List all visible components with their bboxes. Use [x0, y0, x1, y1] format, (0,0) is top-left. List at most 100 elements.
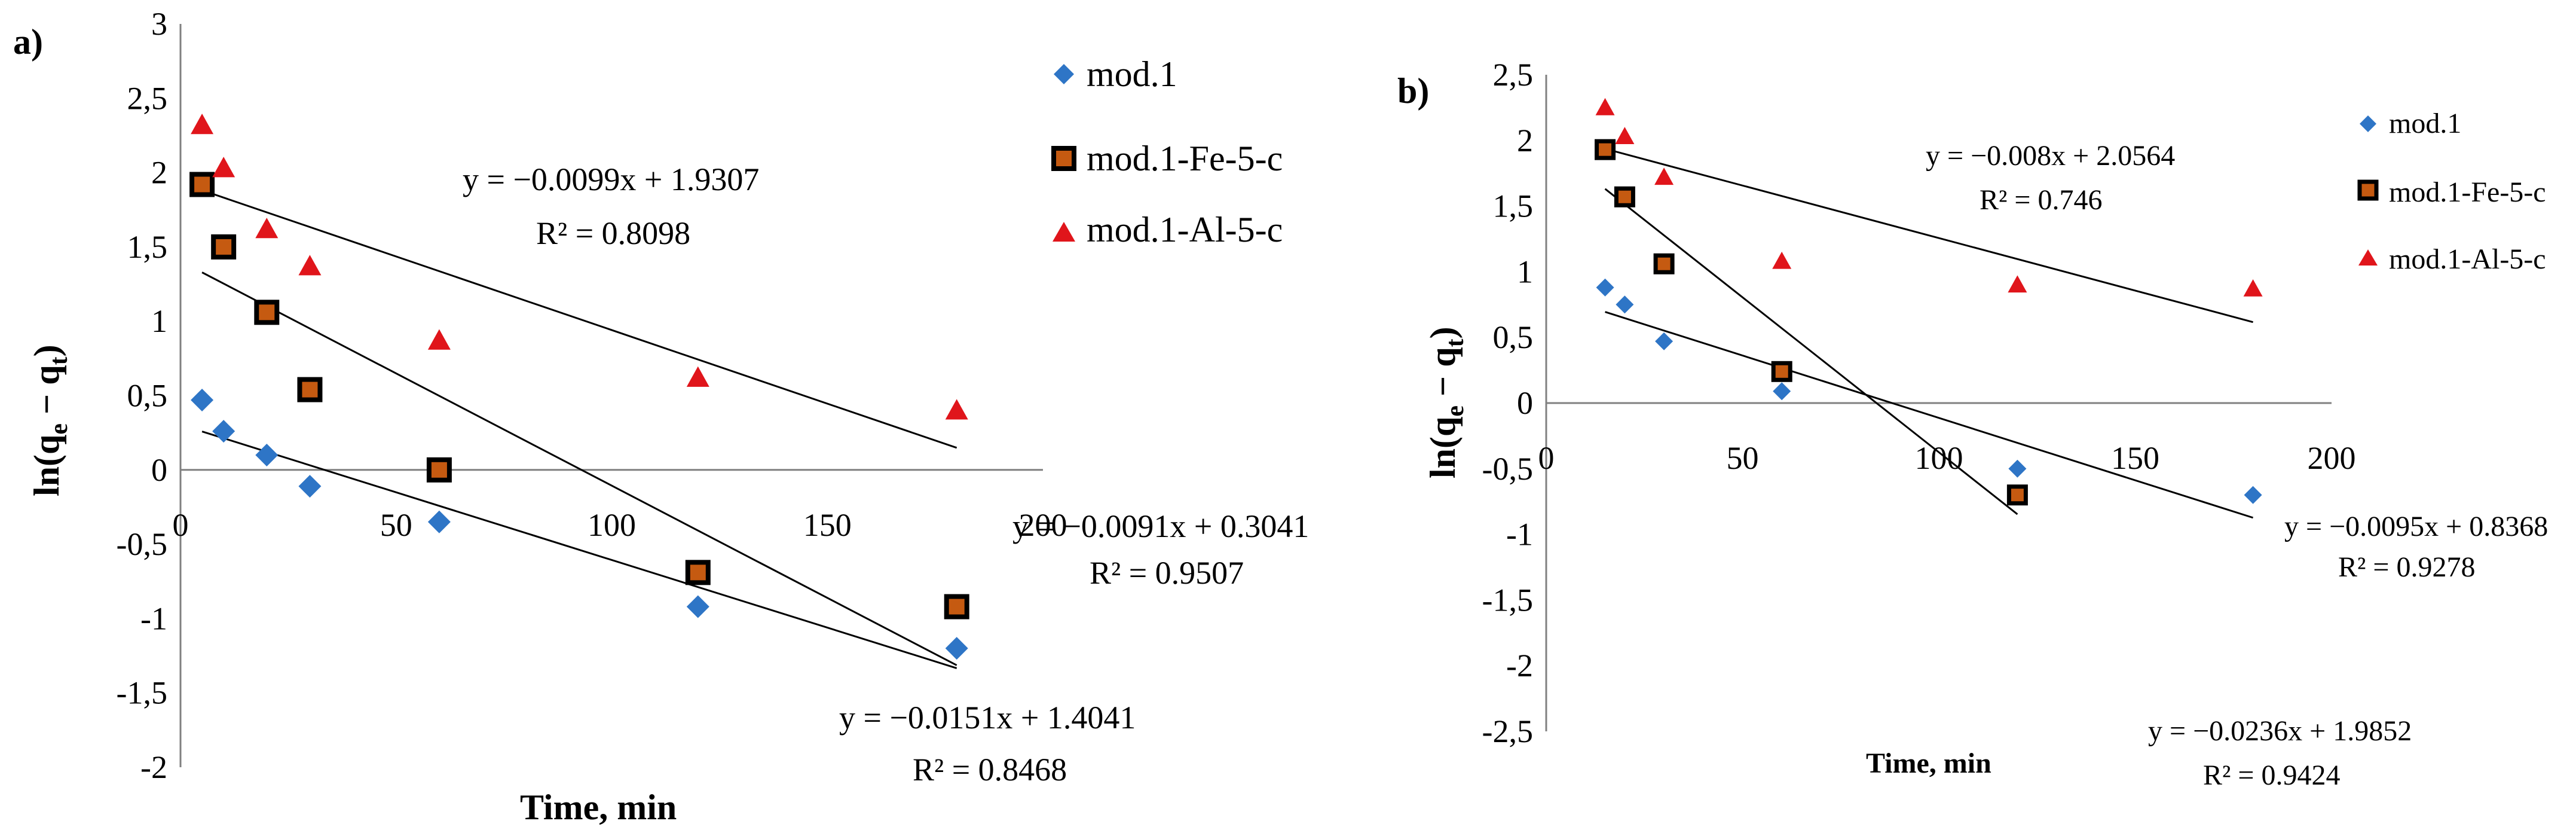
panel-a-point-al — [686, 366, 709, 387]
legend-b-square-marker — [2357, 179, 2379, 201]
panel-a-point-mod1 — [427, 510, 451, 533]
panel-a-y-tick-label: 2 — [151, 155, 167, 191]
panel-a-r2-mod1: R² = 0.9507 — [1090, 555, 1244, 591]
panel-b-eq-al: y = −0.008x + 2.0564 — [1926, 140, 2175, 172]
panel-a-y-tick-label: -2 — [140, 749, 167, 785]
panel-b-y-tick-label: 1 — [1517, 254, 1533, 289]
panel-a-legend: mod.1 mod.1-Fe-5-c mod.1-Al-5-c — [1051, 54, 1283, 249]
panel-b-point-fe — [1771, 361, 1792, 382]
panel-b-point-al — [1654, 167, 1674, 185]
panel-a-fit-line-mod1 — [201, 431, 957, 669]
panel-a-y-tick-label: -0,5 — [117, 526, 167, 562]
panel-a-eq-al: y = −0.0099x + 1.9307 — [463, 161, 759, 197]
legend-a-al: mod.1-Al-5-c — [1087, 210, 1283, 249]
panel-a: a) -2-1,5-1-0,500,511,522,530 50 100 150 200… — [13, 6, 1309, 827]
panel-a-point-al — [427, 329, 451, 350]
panel-a-y-tick-label: 1,5 — [127, 229, 168, 265]
legend-b-al: mod.1-Al-5-c — [2389, 243, 2546, 275]
legend-a-diamond-marker — [1054, 64, 1074, 84]
panel-a-point-fe — [254, 300, 280, 325]
panel-b-x-tick-label: 50 — [1727, 440, 1759, 476]
panel-b-point-al — [1772, 251, 1792, 269]
panel-a-point-al — [298, 255, 322, 276]
panel-b-x-tick-label: 100 — [1915, 440, 1963, 476]
legend-a-fe: mod.1-Fe-5-c — [1087, 139, 1283, 178]
panel-a-x-tick-label: 150 — [803, 507, 852, 543]
panel-a-x-axis-title: Time, min — [520, 788, 677, 827]
panel-a-label: a) — [13, 22, 43, 62]
panel-a-fit-lines — [201, 189, 957, 669]
panel-b-eq-fe: y = −0.0236x + 1.9852 — [2148, 715, 2412, 747]
panel-b-fit-line-mod1 — [1605, 311, 2254, 519]
panel-a-point-mod1 — [212, 420, 235, 443]
panel-b-r2-fe: R² = 0.9424 — [2203, 759, 2340, 791]
panel-b-y-tick-label: 0,5 — [1493, 319, 1534, 355]
panel-a-fit-line-al — [201, 189, 957, 449]
panel-b-point-fe — [1614, 186, 1635, 208]
panel-a-r2-al: R² = 0.8098 — [536, 215, 690, 251]
panel-b-y-tick-label: 0 — [1517, 385, 1533, 421]
panel-b-y-tick-label: -1,5 — [1482, 582, 1533, 618]
panel-b-y-tick-label: 1,5 — [1493, 188, 1534, 224]
panel-b-x-tick-label: 200 — [2308, 440, 2356, 476]
panel-a-eq-fe: y = −0.0151x + 1.4041 — [839, 700, 1136, 736]
panel-a-point-mod1 — [255, 443, 279, 466]
panel-b-eq-mod1: y = −0.0095x + 0.8368 — [2284, 511, 2548, 542]
panel-a-points — [189, 114, 969, 660]
panel-b-point-al — [1595, 97, 1615, 115]
panel-a-fit-line-fe — [201, 271, 957, 666]
panel-b-axes: -2,5-2-1,5-1-0,500,511,522,50 50 100 150 200 — [1482, 57, 2356, 749]
panel-a-x-tick-label: 100 — [588, 507, 636, 543]
panel-a-point-al — [255, 218, 279, 239]
panel-b-y-tick-label: -2,5 — [1482, 713, 1533, 749]
panel-a-point-mod1 — [686, 595, 709, 618]
legend-a-triangle-marker — [1053, 222, 1075, 242]
legend-b-triangle-marker — [2358, 249, 2378, 266]
panel-b-x-axis-title: Time, min — [1866, 747, 1991, 779]
panel-b-legend: mod.1 mod.1-Fe-5-c mod.1-Al-5-c — [2357, 108, 2546, 275]
panel-b-fit-line-fe — [1604, 188, 2018, 515]
panel-b-point-al — [1615, 127, 1635, 145]
panel-a-y-tick-label: 2,5 — [127, 80, 168, 116]
panel-b-points — [1595, 97, 2263, 506]
panel-a-point-mod1 — [945, 637, 968, 660]
panel-b-point-mod1 — [2244, 486, 2262, 504]
panel-a-y-tick-label: 0,5 — [127, 378, 168, 414]
panel-b-fit-lines — [1604, 148, 2254, 519]
panel-a-x-tick-label: 50 — [380, 507, 412, 543]
panel-b-y-tick-label: -1 — [1506, 517, 1533, 553]
panel-a-point-fe — [944, 594, 969, 620]
panel-b-y-tick-label: -0,5 — [1482, 451, 1533, 487]
panel-a-point-al — [212, 157, 235, 178]
panel-b-point-al — [2008, 275, 2027, 293]
panel-b-point-mod1 — [1596, 278, 1614, 297]
panel-b-r2-al: R² = 0.746 — [1980, 184, 2102, 216]
panel-a-point-mod1 — [191, 388, 214, 411]
panel-b-x-tick-label: 0 — [1538, 440, 1555, 476]
legend-b-diamond-marker — [2360, 115, 2376, 132]
panel-b-point-mod1 — [1616, 295, 1634, 314]
panel-b-y-axis-title: ln(qe − qt) — [1423, 327, 1469, 478]
panel-a-y-tick-label: 3 — [151, 6, 167, 42]
panel-b-point-fe — [2006, 484, 2028, 506]
panel-a-point-fe — [685, 560, 711, 585]
panel-b-point-fe — [1595, 139, 1616, 160]
panel-a-point-fe — [189, 172, 215, 197]
panel-a-y-tick-label: 1 — [151, 303, 167, 339]
panel-a-axes: -2-1,5-1-0,500,511,522,530 50 100 150 200 — [117, 6, 1067, 785]
panel-b-y-tick-label: 2,5 — [1493, 57, 1534, 93]
panel-a-point-al — [191, 114, 214, 135]
panel-a-r2-fe: R² = 0.8468 — [913, 752, 1067, 788]
panel-b-point-al — [2243, 279, 2263, 297]
panel-a-point-al — [945, 399, 968, 420]
legend-a-square-marker — [1051, 146, 1076, 171]
panel-a-point-fe — [211, 234, 237, 260]
panel-a-y-axis-title: ln(qe − qt) — [27, 344, 73, 496]
panel-b: b) -2,5-2-1,5-1-0,500,511,522,50 50 100 150… — [1397, 57, 2548, 791]
panel-a-y-tick-label: -1,5 — [117, 675, 167, 711]
panel-a-point-fe — [426, 457, 452, 483]
panel-b-r2-mod1: R² = 0.9278 — [2338, 551, 2475, 583]
panel-b-y-tick-label: -2 — [1506, 648, 1533, 684]
legend-a-mod1: mod.1 — [1087, 54, 1177, 94]
